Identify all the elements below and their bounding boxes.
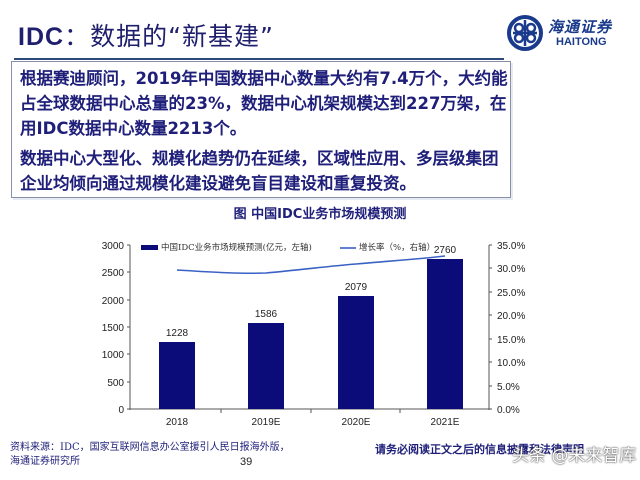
bar-2020e (338, 296, 374, 409)
haitong-emblem-icon (507, 15, 543, 51)
logo-name-en: HAITONG (556, 36, 607, 48)
page-title: IDC：数据的“新基建” (18, 17, 274, 53)
x-label: 2021E (431, 417, 460, 428)
watermark: 头条 @未来智库 (512, 446, 637, 466)
bar-label: 2760 (434, 245, 457, 256)
left-tick: 2500 (102, 268, 125, 279)
right-tick: 0.0% (497, 405, 520, 416)
summary-box: 根据赛迪顾问，2019年中国数据中心数量大约有7.4万个，大约能占全球数据中心总… (11, 61, 511, 198)
left-tick: 3000 (102, 241, 125, 252)
bar-label: 1228 (166, 328, 189, 339)
bar-series (159, 259, 463, 409)
source-line-2: 海通证券研究所 (10, 456, 80, 467)
chart-title: 图 中国IDC业务市场规模预测 (233, 207, 407, 222)
source-note: 资料来源：IDC，国家互联网信息办公室援引人民日报海外版， 海通证券研究所 (10, 441, 290, 469)
bar-label: 2079 (345, 282, 368, 293)
disclaimer: 请务必阅读正文之后的信息披露和法律声明 (375, 443, 584, 456)
page-title-prefix: IDC (18, 23, 65, 51)
summary-paragraph-1: 根据赛迪顾问，2019年中国数据中心数量大约有7.4万个，大约能占全球数据中心总… (20, 69, 508, 138)
right-tick: 25.0% (497, 288, 525, 299)
left-tick: 2000 (102, 296, 125, 307)
legend-bar-swatch (141, 245, 158, 250)
legend-bar-label: 中国IDC业务市场规模预测(亿元，左轴) (161, 242, 312, 253)
left-tick: 1000 (102, 350, 125, 361)
right-tick: 35.0% (497, 241, 525, 252)
source-line-1: 资料来源：IDC，国家互联网信息办公室援引人民日报海外版， (10, 442, 290, 453)
bar-label: 1586 (255, 309, 278, 320)
bar-2018 (159, 342, 195, 409)
x-label: 2020E (342, 417, 371, 428)
left-axis-ticks: 0 500 1000 1500 2000 2500 3000 (102, 241, 130, 416)
bar-2019e (248, 323, 284, 409)
right-axis-ticks: 0.0% 5.0% 10.0% 15.0% 20.0% 25.0% 30.0% … (489, 241, 525, 416)
legend-line-label: 增长率（%，右轴） (359, 242, 435, 253)
right-tick: 30.0% (497, 264, 525, 275)
right-tick: 15.0% (497, 335, 525, 346)
bar-2021e (427, 259, 463, 409)
company-logo: 海通证券 HAITONG (506, 14, 636, 54)
right-tick: 10.0% (497, 358, 525, 369)
logo-name-cn: 海通证券 (548, 18, 613, 36)
left-tick: 1500 (102, 323, 125, 334)
page-title-rest: ：数据的“新基建” (64, 22, 274, 51)
x-label: 2018 (166, 417, 189, 428)
chart-legend: 中国IDC业务市场规模预测(亿元，左轴) 增长率（%，右轴） (141, 242, 435, 253)
header-divider (14, 58, 504, 60)
growth-rate-line (176, 255, 446, 275)
right-tick: 20.0% (497, 311, 525, 322)
left-tick: 500 (107, 378, 124, 389)
summary-paragraph-2: 数据中心大型化、规模化趋势仍在延续，区域性应用、多层级集团企业均倾向通过规模化建… (20, 149, 499, 193)
x-label: 2019E (252, 417, 281, 428)
left-tick: 0 (118, 405, 124, 416)
market-size-chart: 0 500 1000 1500 2000 2500 3000 0.0% 5.0%… (102, 241, 526, 428)
page-number: 39 (240, 456, 253, 468)
right-tick: 5.0% (497, 382, 520, 393)
